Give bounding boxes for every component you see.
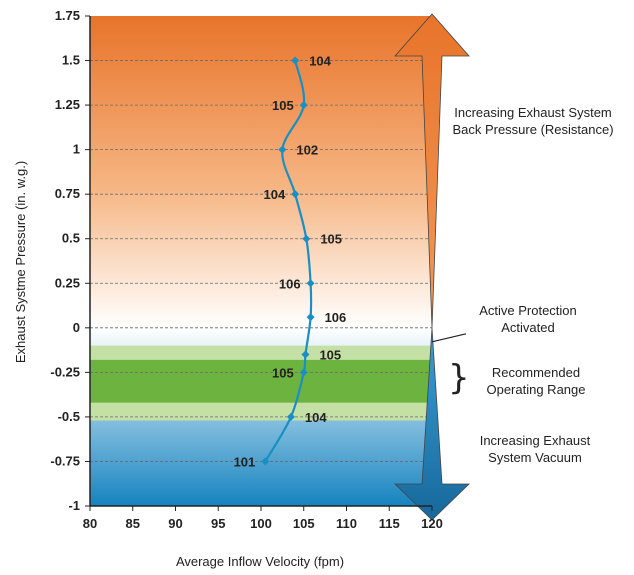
y-tick-label: -0.5 <box>58 409 80 424</box>
data-point-marker <box>306 279 315 288</box>
y-tick-label: -0.25 <box>50 364 80 379</box>
y-tick-label: -1 <box>68 498 80 513</box>
y-tick-label: 0 <box>73 320 80 335</box>
x-tick-label: 95 <box>211 516 225 531</box>
y-tick-label: 0.25 <box>55 275 80 290</box>
data-point-marker <box>299 368 308 377</box>
data-label: 105 <box>320 232 342 247</box>
x-tick-label: 100 <box>250 516 272 531</box>
data-label: 104 <box>309 54 331 69</box>
y-tick-label: -0.75 <box>50 453 80 468</box>
data-label: 102 <box>296 143 318 158</box>
y-tick-label: 0.5 <box>62 231 80 246</box>
y-tick-label: 1.25 <box>55 97 80 112</box>
data-label: 105 <box>319 348 341 363</box>
data-label: 105 <box>272 98 294 113</box>
background-positive <box>90 16 432 328</box>
back-pressure-annotation: Increasing Exhaust System Back Pressure … <box>452 105 614 137</box>
x-tick-label: 120 <box>421 516 443 531</box>
recommended-range-annotation: Recommended Operating Range <box>486 365 586 397</box>
x-tick-label: 90 <box>168 516 182 531</box>
data-point-marker <box>306 313 315 322</box>
data-label: 104 <box>263 187 285 202</box>
y-tick-label: 1.75 <box>55 8 80 23</box>
x-tick-label: 80 <box>83 516 97 531</box>
recommended-range-brace: } <box>448 358 470 398</box>
y-tick-label: 0.75 <box>55 186 80 201</box>
x-axis-title: Average Inflow Velocity (fpm) <box>176 554 344 569</box>
data-labels: 104 105 102 104 105 106 106 105 105 104 101 <box>234 54 347 470</box>
data-label: 105 <box>272 365 294 380</box>
axes: 1.75 1.5 1.25 1 0.75 0.5 0.25 0 -0.25 -0.5 -0.75 -1… <box>50 8 442 531</box>
y-tick-label: 1.5 <box>62 53 80 68</box>
data-label: 101 <box>234 454 256 469</box>
data-points <box>261 56 315 466</box>
y-axis-title: Exhaust Systme Pressure (in. w.g.) <box>13 161 28 363</box>
arrow-up-icon <box>394 13 470 328</box>
vacuum-annotation: Increasing Exhaust System Vacuum <box>479 433 591 465</box>
data-point-marker <box>278 145 287 154</box>
recommended-range-bands <box>90 345 432 421</box>
y-tick-label: 1 <box>73 142 80 157</box>
data-point-marker <box>301 350 310 359</box>
active-protection-annotation: Active Protection Activated <box>479 303 577 335</box>
data-point-marker <box>302 234 311 243</box>
pressure-arrows <box>394 13 470 521</box>
data-point-marker <box>291 190 300 199</box>
x-tick-label: 110 <box>336 516 357 531</box>
recommended-band-inner <box>90 359 432 403</box>
active-protection-leader <box>431 333 467 343</box>
x-tick-label: 85 <box>126 516 140 531</box>
data-point-marker <box>299 101 308 110</box>
data-label: 106 <box>325 310 347 325</box>
x-tick-label: 115 <box>379 516 400 531</box>
data-label: 104 <box>305 410 327 425</box>
data-point-marker <box>286 412 295 421</box>
data-label: 106 <box>279 276 301 291</box>
x-tick-label: 105 <box>293 516 315 531</box>
gridlines <box>90 60 432 462</box>
arrow-down-icon <box>394 327 470 521</box>
plot-background <box>90 16 432 506</box>
data-point-marker <box>291 56 300 65</box>
data-point-marker <box>261 457 270 466</box>
